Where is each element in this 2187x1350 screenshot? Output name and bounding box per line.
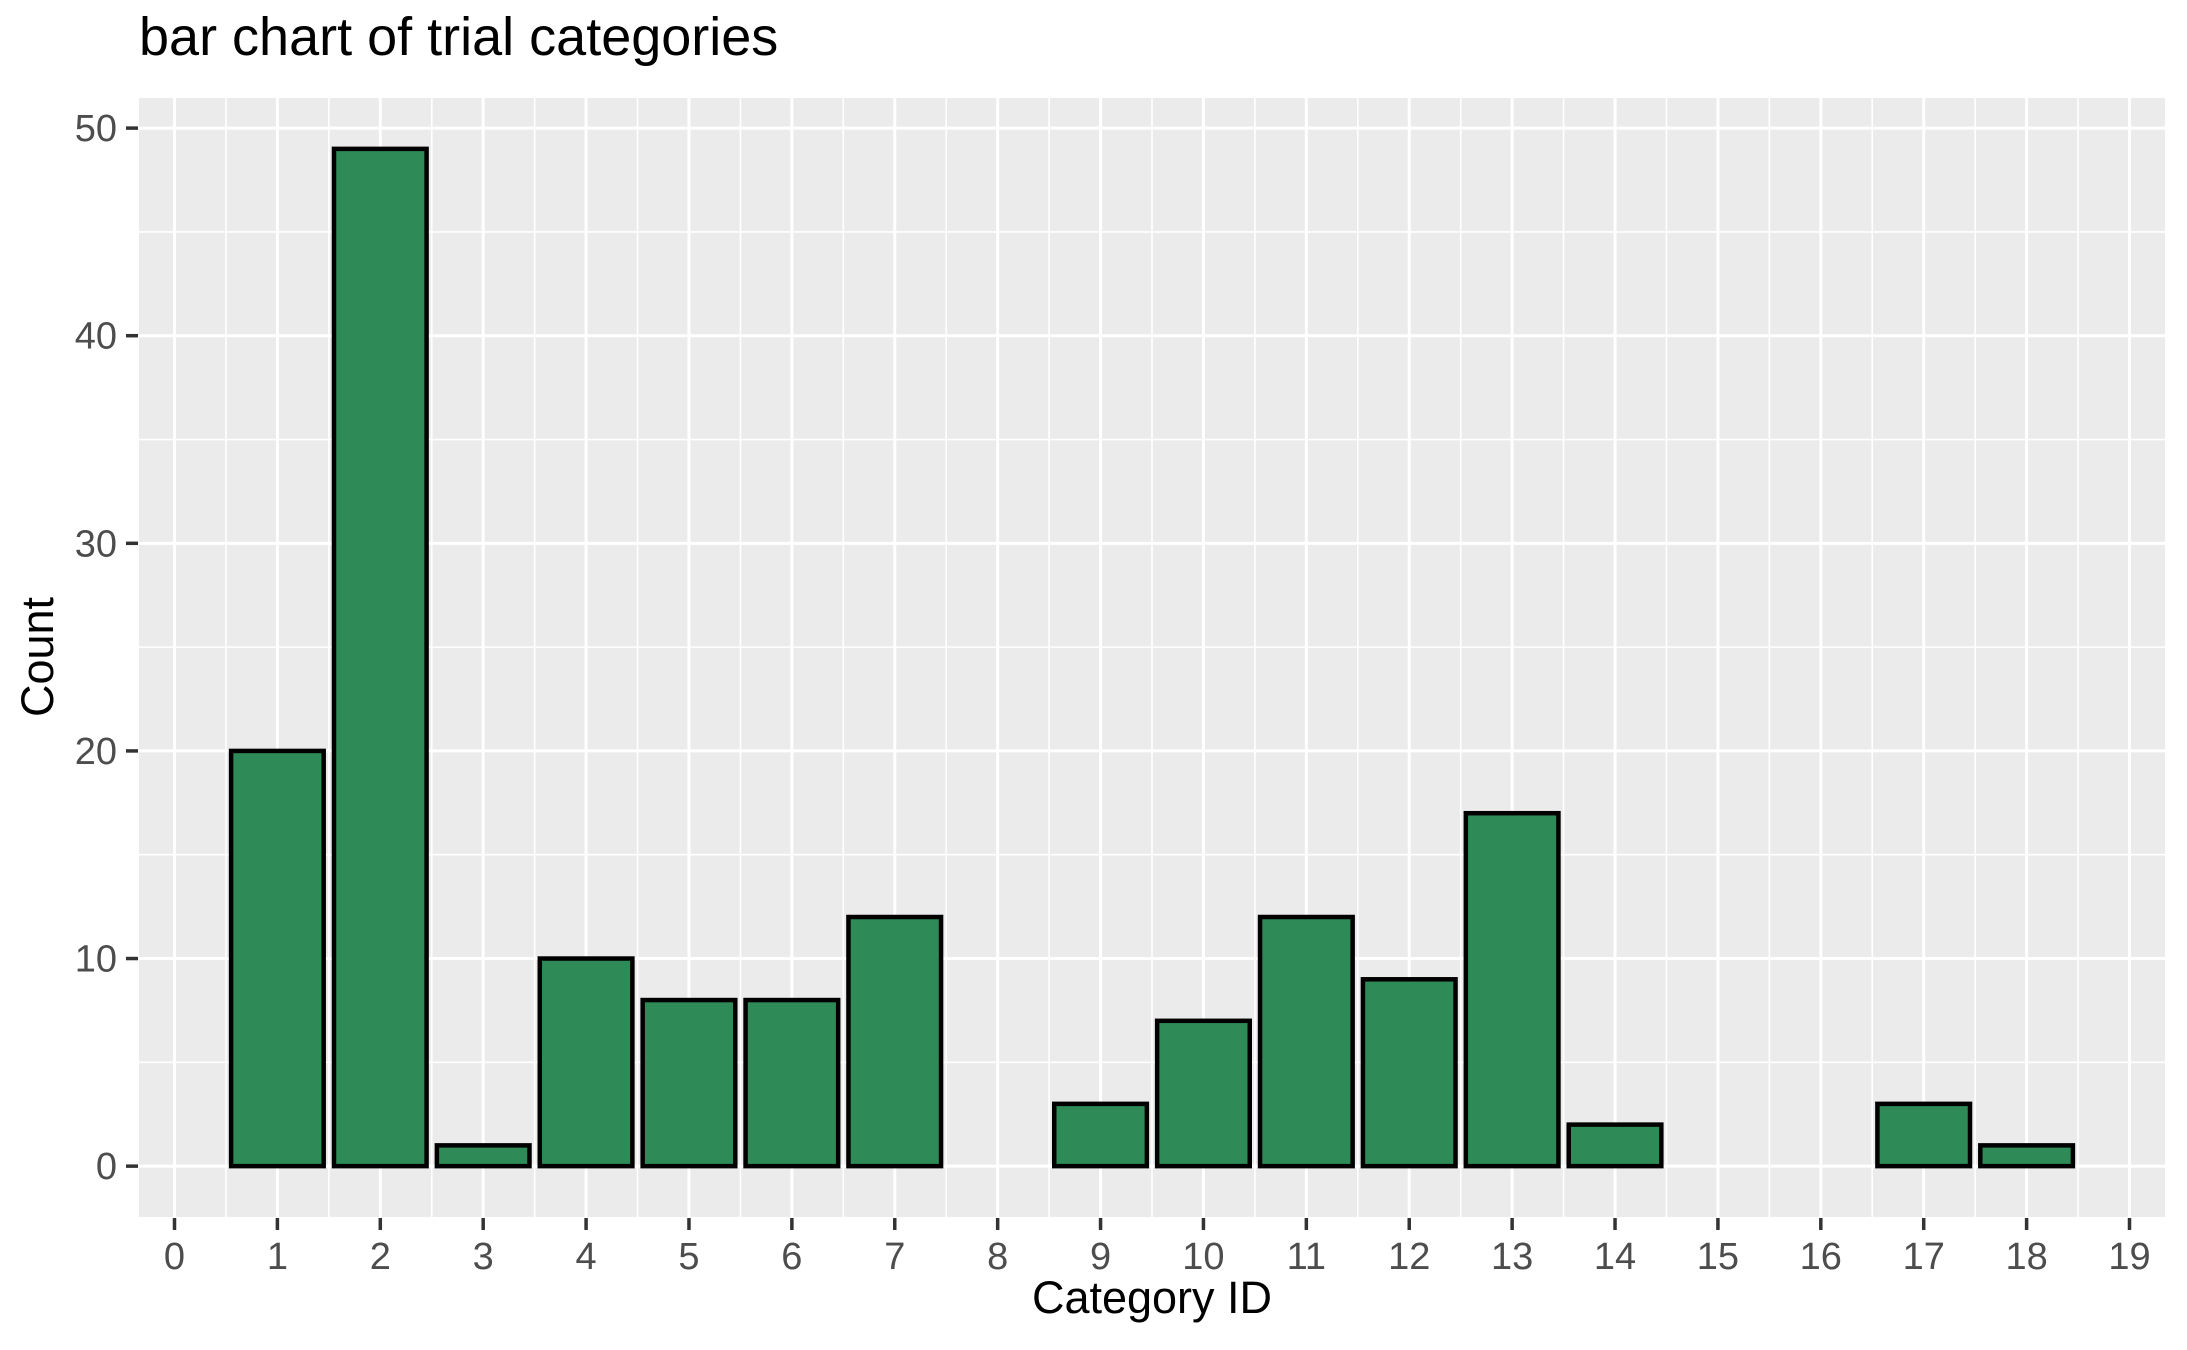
x-tick-label: 12 <box>1388 1236 1430 1278</box>
x-tick-label: 2 <box>370 1236 391 1278</box>
bar <box>1978 1143 2076 1169</box>
bar <box>1154 1018 1253 1169</box>
bar <box>1875 1101 1973 1169</box>
x-tick-label: 8 <box>987 1236 1008 1278</box>
y-tick-label: 30 <box>75 523 117 565</box>
y-tick-label: 40 <box>75 316 117 358</box>
bar <box>537 956 635 1169</box>
x-tick-label: 16 <box>1800 1236 1842 1278</box>
x-tick-label: 1 <box>267 1236 288 1278</box>
bar <box>434 1143 532 1169</box>
bar <box>1257 914 1355 1169</box>
x-tick-label: 14 <box>1594 1236 1636 1278</box>
x-tick-label: 19 <box>2108 1236 2150 1278</box>
x-tick-label: 9 <box>1090 1236 1111 1278</box>
chart-title: bar chart of trial categories <box>139 7 779 67</box>
bar <box>743 997 841 1169</box>
x-tick-label: 10 <box>1182 1236 1224 1278</box>
bar <box>1566 1122 1664 1169</box>
bar <box>846 914 944 1169</box>
x-tick-label: 0 <box>164 1236 185 1278</box>
bar <box>1360 977 1458 1169</box>
bar <box>1051 1101 1150 1169</box>
x-tick-label: 15 <box>1697 1236 1739 1278</box>
bar <box>640 997 738 1169</box>
bar <box>331 146 429 1169</box>
x-tick-label: 7 <box>884 1236 905 1278</box>
x-tick-label: 11 <box>1287 1236 1326 1278</box>
x-axis-title: Category ID <box>1031 1272 1273 1323</box>
bar <box>1463 810 1561 1169</box>
bar <box>228 748 326 1169</box>
x-tick-label: 6 <box>781 1236 802 1278</box>
x-tick-label: 13 <box>1491 1236 1533 1278</box>
y-tick-label: 10 <box>75 939 117 981</box>
y-tick-label: 50 <box>75 108 117 150</box>
x-tick-label: 5 <box>678 1236 699 1278</box>
x-tick-label: 18 <box>2005 1236 2047 1278</box>
y-tick-label: 0 <box>96 1146 117 1188</box>
x-tick-label: 3 <box>473 1236 494 1278</box>
x-tick-label: 4 <box>576 1236 597 1278</box>
x-tick-label: 17 <box>1903 1236 1945 1278</box>
y-tick-label: 20 <box>75 731 117 773</box>
